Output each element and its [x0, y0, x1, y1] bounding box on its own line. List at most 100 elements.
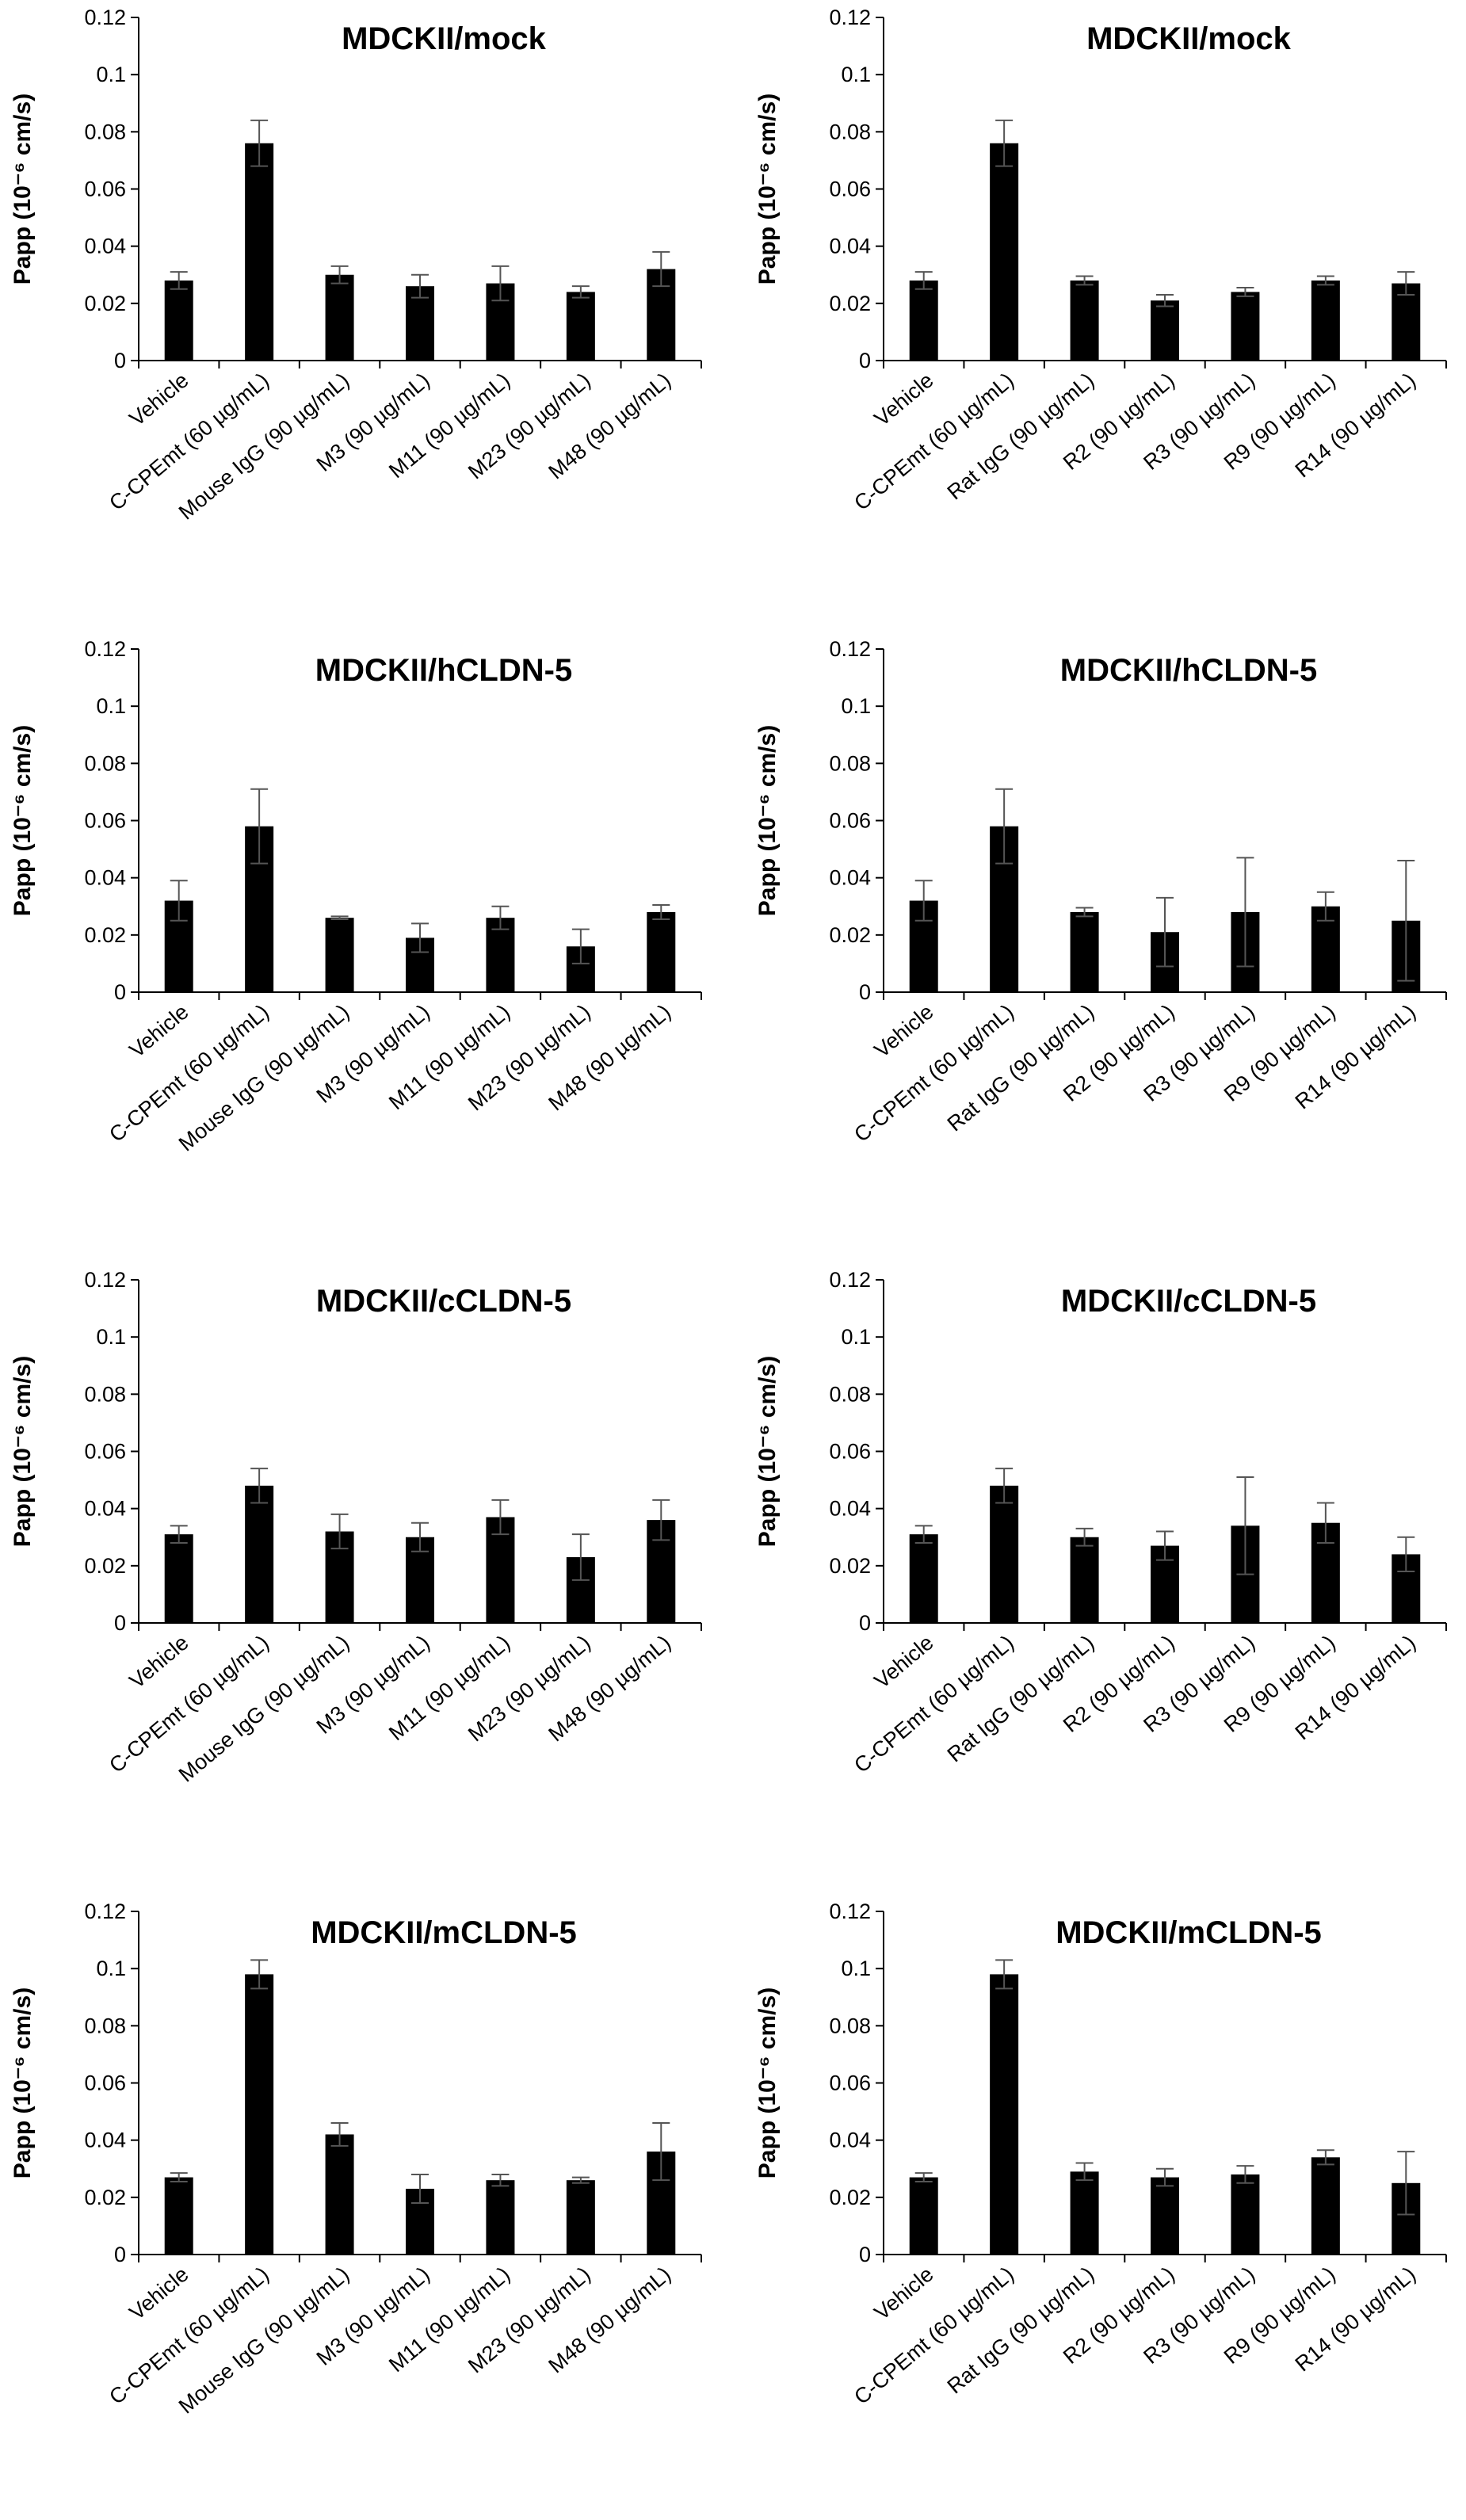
bar — [164, 2177, 193, 2255]
bar — [909, 1534, 938, 1623]
bar — [245, 1974, 274, 2255]
y-tick-label: 0.04 — [829, 866, 871, 890]
x-tick-label: C-CPEmt (60 µg/mL) — [849, 1631, 1018, 1777]
y-tick-label: 0 — [114, 1611, 126, 1635]
bar — [406, 286, 434, 361]
x-tick-label: C-CPEmt (60 µg/mL) — [849, 1000, 1018, 1147]
bar — [990, 1974, 1019, 2255]
y-tick-label: 0 — [114, 980, 126, 1004]
x-tick-label: C-CPEmt (60 µg/mL) — [849, 368, 1018, 515]
bar — [164, 280, 193, 361]
x-tick-label: Vehicle — [125, 1631, 193, 1693]
y-tick-label: 0.02 — [84, 923, 126, 947]
y-tick-label: 0.12 — [84, 1268, 126, 1292]
x-tick-label: Vehicle — [125, 2262, 193, 2325]
y-tick-label: 0.12 — [829, 637, 871, 661]
x-tick-label: Vehicle — [870, 368, 938, 431]
y-tick-label: 0.1 — [841, 1957, 871, 1980]
y-axis-label: Papp (10⁻⁶ cm/s) — [10, 1987, 36, 2178]
x-tick-label: Vehicle — [870, 2262, 938, 2325]
y-tick-label: 0.04 — [84, 2129, 126, 2152]
bar — [566, 292, 595, 361]
y-tick-label: 0.04 — [84, 235, 126, 258]
y-tick-label: 0.06 — [829, 2071, 871, 2095]
y-axis-label: Papp (10⁻⁶ cm/s) — [10, 725, 36, 916]
y-tick-label: 0.06 — [84, 1440, 126, 1464]
y-axis-label: Papp (10⁻⁶ cm/s) — [754, 1987, 781, 2178]
bar — [1231, 292, 1260, 361]
bar — [1070, 1537, 1099, 1623]
y-tick-label: 0.02 — [84, 2186, 126, 2209]
y-tick-label: 0.12 — [829, 1268, 871, 1292]
y-tick-label: 0 — [114, 2243, 126, 2266]
y-tick-label: 0.08 — [829, 2014, 871, 2037]
bar — [647, 911, 676, 992]
y-axis-label: Papp (10⁻⁶ cm/s) — [10, 1356, 36, 1547]
bar — [1311, 280, 1340, 361]
x-tick-label: C-CPEmt (60 µg/mL) — [849, 2262, 1018, 2409]
chart-panel-1: MDCKII/mock Papp (10⁻⁶ cm/s) 0 0.02 0.04 0.06… — [10, 6, 702, 525]
y-tick-label: 0 — [859, 1611, 871, 1635]
y-axis-label: Papp (10⁻⁶ cm/s) — [10, 94, 36, 284]
bar — [1070, 2171, 1099, 2255]
y-tick-label: 0 — [859, 2243, 871, 2266]
x-tick-label: Vehicle — [870, 1000, 938, 1063]
bar — [566, 2180, 595, 2255]
bar — [164, 1534, 193, 1623]
bar — [1070, 280, 1099, 361]
bar — [325, 2134, 354, 2255]
y-tick-label: 0.1 — [96, 1957, 126, 1980]
y-tick-label: 0.02 — [84, 292, 126, 315]
chart-title: MDCKII/cCLDN-5 — [1061, 1284, 1316, 1319]
bar — [1151, 2177, 1179, 2255]
bar — [245, 1485, 274, 1623]
y-tick-label: 0.06 — [84, 178, 126, 201]
y-tick-label: 0.1 — [96, 1325, 126, 1349]
y-tick-label: 0.1 — [841, 1325, 871, 1349]
x-tick-label: Rat IgG (90 µg/mL) — [943, 1000, 1099, 1136]
bar — [909, 2177, 938, 2255]
chart-panel-5: MDCKII/cCLDN-5 Papp (10⁻⁶ cm/s) 0 0.02 0.04 0… — [10, 1268, 702, 1787]
bar — [909, 280, 938, 361]
y-axis-label: Papp (10⁻⁶ cm/s) — [754, 1356, 781, 1547]
chart-panel-2: MDCKII/mock Papp (10⁻⁶ cm/s) 0 0.02 0.04 0.06… — [754, 6, 1447, 515]
bar — [1070, 911, 1099, 992]
y-tick-label: 0.08 — [84, 1382, 126, 1406]
chart-panel-7: MDCKII/mCLDN-5 Papp (10⁻⁶ cm/s) 0 0.02 0.04 0… — [10, 1900, 702, 2419]
bar — [1311, 2157, 1340, 2255]
bar — [486, 2180, 515, 2255]
bar — [325, 274, 354, 361]
x-tick-label: Vehicle — [870, 1631, 938, 1693]
chart-panel-6: MDCKII/cCLDN-5 Papp (10⁻⁶ cm/s) 0 0.02 0.04 0… — [754, 1268, 1447, 1777]
y-tick-label: 0.1 — [96, 694, 126, 718]
chart-title: MDCKII/hCLDN-5 — [315, 653, 572, 688]
y-tick-label: 0.1 — [841, 63, 871, 86]
y-tick-label: 0.02 — [829, 1554, 871, 1578]
x-tick-label: Vehicle — [125, 1000, 193, 1063]
y-tick-label: 0.04 — [84, 866, 126, 890]
y-tick-label: 0 — [859, 980, 871, 1004]
y-tick-label: 0.12 — [829, 6, 871, 29]
y-tick-label: 0.1 — [96, 63, 126, 86]
bar — [1231, 2174, 1260, 2255]
y-tick-label: 0.08 — [84, 2014, 126, 2037]
y-tick-label: 0.08 — [829, 120, 871, 143]
chart-title: MDCKII/cCLDN-5 — [316, 1284, 571, 1319]
y-axis-label: Papp (10⁻⁶ cm/s) — [754, 94, 781, 284]
y-tick-label: 0.1 — [841, 694, 871, 718]
y-tick-label: 0.02 — [84, 1554, 126, 1578]
bar — [486, 918, 515, 992]
x-tick-label: Vehicle — [125, 368, 193, 431]
y-tick-label: 0.06 — [84, 2071, 126, 2095]
chart-title: MDCKII/mock — [1086, 21, 1292, 56]
y-tick-label: 0.06 — [829, 809, 871, 833]
bar — [245, 143, 274, 361]
y-tick-label: 0 — [114, 349, 126, 372]
x-tick-label: Rat IgG (90 µg/mL) — [943, 1631, 1099, 1767]
bar — [1392, 283, 1421, 361]
y-tick-label: 0.04 — [829, 1497, 871, 1521]
y-tick-label: 0.08 — [84, 751, 126, 775]
y-tick-label: 0.08 — [84, 120, 126, 143]
chart-panel-4: MDCKII/hCLDN-5 Papp (10⁻⁶ cm/s) 0 0.02 0.04 0… — [754, 637, 1447, 1147]
